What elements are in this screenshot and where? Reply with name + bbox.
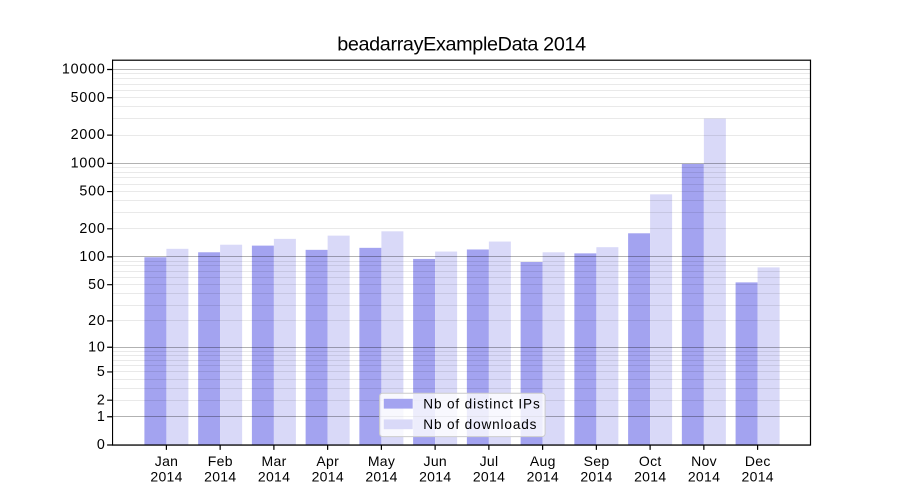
svg-text:2014: 2014 <box>150 468 182 484</box>
svg-text:Jan: Jan <box>155 453 178 469</box>
svg-text:Sep: Sep <box>584 453 610 469</box>
svg-text:2014: 2014 <box>312 468 344 484</box>
svg-text:2014: 2014 <box>634 468 666 484</box>
svg-text:1: 1 <box>97 409 106 425</box>
svg-text:5: 5 <box>97 364 106 380</box>
svg-text:2014: 2014 <box>365 468 397 484</box>
svg-text:1000: 1000 <box>71 155 106 171</box>
svg-text:Mar: Mar <box>262 453 287 469</box>
svg-text:Nov: Nov <box>691 453 717 469</box>
svg-text:200: 200 <box>79 221 105 237</box>
svg-text:50: 50 <box>88 277 106 293</box>
svg-text:20: 20 <box>88 313 106 329</box>
svg-text:Jun: Jun <box>424 453 447 469</box>
svg-text:2014: 2014 <box>527 468 559 484</box>
svg-text:500: 500 <box>79 184 105 200</box>
svg-text:10: 10 <box>88 339 106 355</box>
svg-text:Oct: Oct <box>639 453 662 469</box>
svg-text:Feb: Feb <box>208 453 233 469</box>
svg-text:May: May <box>368 453 395 469</box>
svg-text:2014: 2014 <box>742 468 774 484</box>
svg-text:Nb of distinct IPs: Nb of distinct IPs <box>423 396 540 411</box>
svg-text:2014: 2014 <box>419 468 451 484</box>
svg-text:2014: 2014 <box>258 468 290 484</box>
svg-text:beadarrayExampleData 2014: beadarrayExampleData 2014 <box>337 34 586 56</box>
svg-text:2014: 2014 <box>204 468 236 484</box>
svg-text:2: 2 <box>97 392 106 408</box>
svg-text:100: 100 <box>79 249 105 265</box>
svg-text:Jul: Jul <box>480 453 499 469</box>
svg-text:10000: 10000 <box>62 62 106 78</box>
svg-text:Nb of downloads: Nb of downloads <box>423 417 537 432</box>
svg-text:2014: 2014 <box>473 468 505 484</box>
svg-text:Dec: Dec <box>745 453 771 469</box>
svg-text:Aug: Aug <box>530 453 556 469</box>
svg-text:2014: 2014 <box>688 468 720 484</box>
svg-text:5000: 5000 <box>71 90 106 106</box>
svg-text:2000: 2000 <box>71 127 106 143</box>
svg-text:2014: 2014 <box>580 468 612 484</box>
svg-text:Apr: Apr <box>316 453 339 469</box>
svg-text:0: 0 <box>97 437 106 453</box>
